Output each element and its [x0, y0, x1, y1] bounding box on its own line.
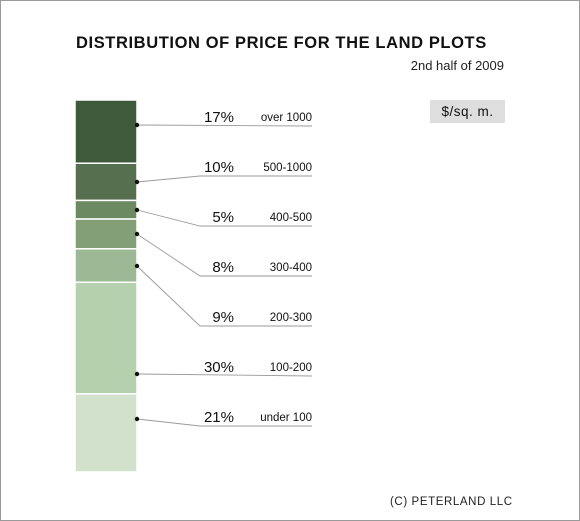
- leader-dot-400-500: [134, 207, 140, 213]
- leader-line-500-1000: [136, 175, 312, 183]
- category-label-400-500: 400-500: [270, 212, 312, 224]
- chart-subtitle: 2nd half of 2009: [410, 58, 504, 73]
- leader-line-over 1000: [136, 124, 313, 127]
- bar-segment-100-200: [74, 281, 138, 395]
- leader-line-under 100: [136, 418, 312, 427]
- leader-dot-200-300: [134, 263, 140, 269]
- bar-segment-300-400: [74, 218, 138, 250]
- leader-line-100-200: [136, 373, 313, 377]
- leader-dot-300-400: [134, 231, 140, 237]
- chart-title: DISTRIBUTION OF PRICE FOR THE LAND PLOTS: [76, 34, 487, 52]
- category-label-500-1000: 500-1000: [263, 162, 312, 174]
- leader-dot-500-1000: [134, 179, 140, 185]
- value-label-100-200: 30%: [204, 359, 234, 376]
- unit-badge: $/sq. m.: [430, 100, 505, 123]
- value-label-400-500: 5%: [212, 209, 234, 226]
- bar-segment-500-1000: [74, 162, 138, 202]
- category-label-over 1000: over 1000: [261, 112, 312, 124]
- value-label-200-300: 9%: [212, 309, 234, 326]
- copyright-text: (C) PETERLAND LLC: [390, 496, 513, 508]
- category-label-100-200: 100-200: [270, 362, 312, 374]
- value-label-under 100: 21%: [204, 409, 234, 426]
- leader-line-400-500: [136, 209, 312, 227]
- leader-line-200-300: [136, 265, 312, 327]
- value-label-300-400: 8%: [212, 259, 234, 276]
- bar-segment-400-500: [74, 199, 138, 220]
- leader-line-300-400: [136, 233, 312, 277]
- category-label-200-300: 200-300: [270, 312, 312, 324]
- bar-segment-over 1000: [74, 99, 138, 164]
- bar-segment-200-300: [74, 248, 138, 284]
- category-label-300-400: 300-400: [270, 262, 312, 274]
- category-label-under 100: under 100: [260, 412, 312, 424]
- bar-segment-under 100: [74, 393, 138, 473]
- value-label-500-1000: 10%: [204, 159, 234, 176]
- leader-dot-100-200: [134, 371, 140, 377]
- leader-dot-under 100: [134, 416, 140, 422]
- leader-dot-over 1000: [134, 122, 140, 128]
- value-label-over 1000: 17%: [204, 109, 234, 126]
